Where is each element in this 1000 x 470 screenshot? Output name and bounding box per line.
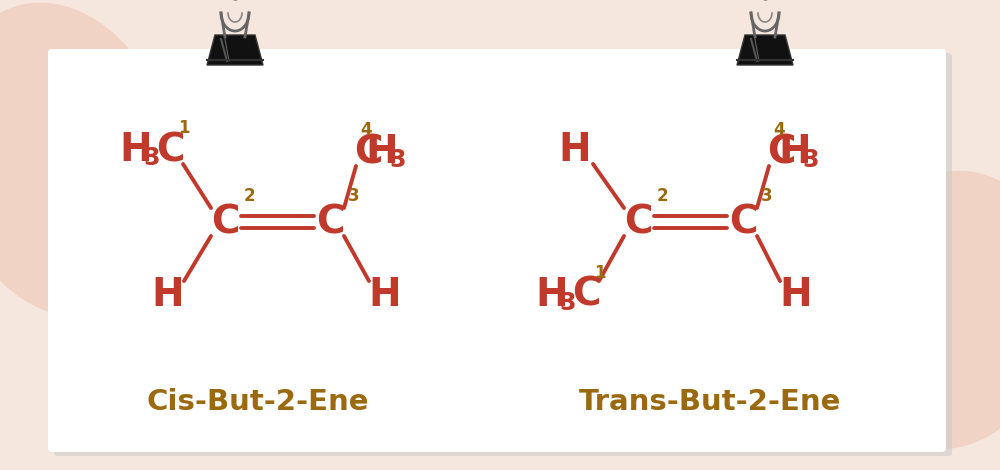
Text: C: C: [211, 203, 239, 241]
Text: 2: 2: [656, 187, 668, 205]
Text: H: H: [120, 131, 152, 169]
Text: H: H: [536, 276, 568, 314]
Text: Trans-But-2-Ene: Trans-But-2-Ene: [579, 388, 841, 416]
Text: C: C: [316, 203, 344, 241]
Text: H: H: [779, 133, 811, 171]
Text: H: H: [152, 276, 184, 314]
Text: C: C: [729, 203, 757, 241]
Text: C: C: [156, 131, 184, 169]
Text: H: H: [780, 276, 812, 314]
Text: H: H: [366, 133, 398, 171]
Text: C: C: [624, 203, 652, 241]
Text: 2: 2: [243, 187, 255, 205]
Text: H: H: [369, 276, 401, 314]
Polygon shape: [207, 35, 263, 65]
Text: C: C: [767, 133, 795, 171]
Text: 3: 3: [390, 148, 406, 172]
FancyBboxPatch shape: [54, 53, 952, 456]
Text: H: H: [559, 131, 591, 169]
Text: 3: 3: [560, 291, 576, 315]
Text: 4: 4: [773, 121, 785, 139]
Text: 4: 4: [360, 121, 372, 139]
Ellipse shape: [0, 3, 179, 317]
FancyBboxPatch shape: [48, 49, 946, 452]
Text: Cis-But-2-Ene: Cis-But-2-Ene: [147, 388, 369, 416]
Polygon shape: [737, 35, 793, 65]
Ellipse shape: [839, 171, 1000, 449]
Text: 3: 3: [144, 146, 160, 170]
Text: C: C: [354, 133, 382, 171]
Text: C: C: [572, 276, 600, 314]
Text: 3: 3: [803, 148, 819, 172]
Text: 3: 3: [761, 187, 773, 205]
Text: 1: 1: [178, 119, 190, 137]
Text: 3: 3: [348, 187, 360, 205]
Text: 1: 1: [594, 264, 606, 282]
